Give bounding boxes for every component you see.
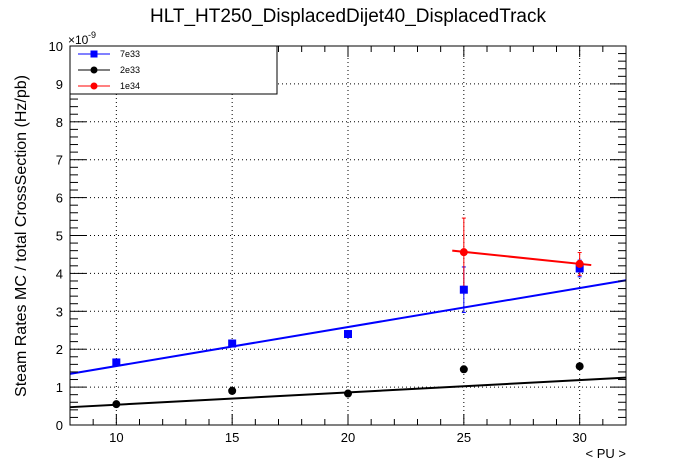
- y-tick-label: 8: [56, 115, 63, 130]
- x-tick-label: 10: [109, 430, 123, 445]
- data-point-7e33: [344, 330, 352, 339]
- y-tick-label: 10: [49, 39, 63, 54]
- y-tick-label: 0: [56, 418, 63, 433]
- data-point-2e33: [344, 389, 352, 398]
- data-point-2e33: [112, 400, 121, 409]
- fit-line-1e34: [452, 249, 592, 267]
- legend-label-7e33: 7e33: [120, 49, 140, 59]
- y-tick-label: 7: [56, 153, 63, 168]
- data-point-7e33: [459, 285, 468, 294]
- legend-marker-7e33: [90, 50, 98, 58]
- y-tick-label: 2: [56, 342, 63, 357]
- legend-marker-1e34: [90, 82, 98, 90]
- data-point-7e33: [228, 339, 237, 348]
- legend-label-2e33: 2e33: [120, 65, 140, 75]
- data-point-2e33: [228, 386, 237, 395]
- x-tick-label: 30: [572, 430, 586, 445]
- data-points: [112, 248, 584, 409]
- chart-title: HLT_HT250_DisplacedDijet40_DisplacedTrac…: [150, 6, 547, 27]
- y-tick-label: 1: [56, 380, 63, 395]
- y-tick-label: 9: [56, 77, 63, 92]
- legend: 7e33 2e33 1e34: [69, 45, 278, 95]
- data-point-2e33: [459, 365, 468, 374]
- y-exponent-label: ×10 -9: [68, 30, 96, 47]
- fit-line-7e33: [69, 279, 627, 375]
- y-axis-label: Steam Rates MC / total CrossSection (Hz/…: [13, 75, 30, 397]
- x-tick-label: 20: [341, 430, 355, 445]
- data-point-2e33: [575, 362, 584, 371]
- x-axis-label: < PU >: [586, 446, 626, 461]
- y-tick-label: 3: [56, 304, 63, 319]
- data-point-1e34: [575, 259, 584, 268]
- data-point-7e33: [112, 358, 121, 367]
- y-tick-label: 4: [56, 266, 63, 281]
- data-point-1e34: [459, 248, 468, 257]
- data-point-7e33: [575, 264, 584, 273]
- y-exponent: -9: [88, 30, 96, 40]
- legend-marker-2e33: [90, 66, 98, 74]
- y-tick-label: 5: [56, 229, 63, 244]
- y-multiplier: ×10: [68, 33, 89, 47]
- x-tick-label: 15: [225, 430, 239, 445]
- y-tick-label: 6: [56, 191, 63, 206]
- legend-label-1e34: 1e34: [120, 81, 140, 91]
- plot-frame: [69, 45, 627, 426]
- x-tick-label: 25: [457, 430, 471, 445]
